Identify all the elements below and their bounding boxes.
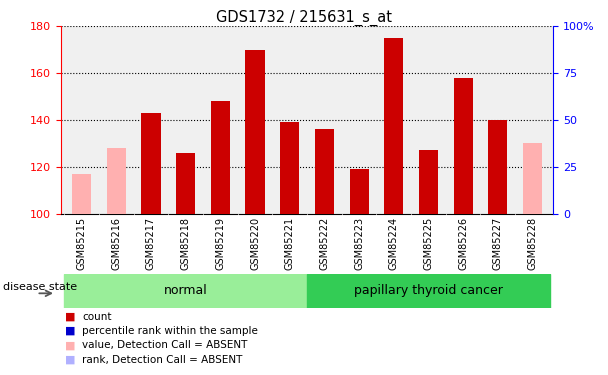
Text: GSM85220: GSM85220	[250, 217, 260, 270]
Bar	[280, 122, 299, 214]
Text: GSM85218: GSM85218	[181, 217, 191, 270]
Text: GSM85221: GSM85221	[285, 217, 295, 270]
Bar	[315, 129, 334, 214]
Text: GSM85216: GSM85216	[111, 217, 121, 270]
Bar	[307, 274, 550, 308]
Text: GSM85222: GSM85222	[319, 217, 330, 270]
Bar	[419, 150, 438, 214]
Text: GDS1732 / 215631_s_at: GDS1732 / 215631_s_at	[216, 9, 392, 26]
Text: GSM85227: GSM85227	[493, 217, 503, 270]
Text: GSM85226: GSM85226	[458, 217, 468, 270]
Text: GSM85225: GSM85225	[423, 217, 434, 270]
Text: GSM85217: GSM85217	[146, 217, 156, 270]
Bar	[64, 274, 307, 308]
Text: value, Detection Call = ABSENT: value, Detection Call = ABSENT	[82, 340, 247, 350]
Text: disease state: disease state	[3, 282, 77, 292]
Bar	[454, 78, 472, 214]
Bar	[350, 169, 368, 214]
Text: normal: normal	[164, 284, 207, 297]
Bar	[384, 38, 403, 214]
Text: rank, Detection Call = ABSENT: rank, Detection Call = ABSENT	[82, 355, 243, 364]
Text: GSM85223: GSM85223	[354, 217, 364, 270]
Text: count: count	[82, 312, 112, 322]
Text: ■: ■	[64, 326, 75, 336]
Bar	[523, 144, 542, 214]
Text: GSM85219: GSM85219	[215, 217, 226, 270]
Bar	[176, 153, 195, 214]
Text: percentile rank within the sample: percentile rank within the sample	[82, 326, 258, 336]
Text: GSM85224: GSM85224	[389, 217, 399, 270]
Bar	[107, 148, 126, 214]
Text: GSM85228: GSM85228	[528, 217, 537, 270]
Text: ■: ■	[64, 355, 75, 364]
Text: ■: ■	[64, 340, 75, 350]
Bar	[211, 101, 230, 214]
Text: ■: ■	[64, 312, 75, 322]
Bar	[142, 113, 161, 214]
Bar	[72, 174, 91, 214]
Text: GSM85215: GSM85215	[77, 217, 86, 270]
Bar	[488, 120, 507, 214]
Bar	[246, 50, 264, 214]
Text: papillary thyroid cancer: papillary thyroid cancer	[354, 284, 503, 297]
